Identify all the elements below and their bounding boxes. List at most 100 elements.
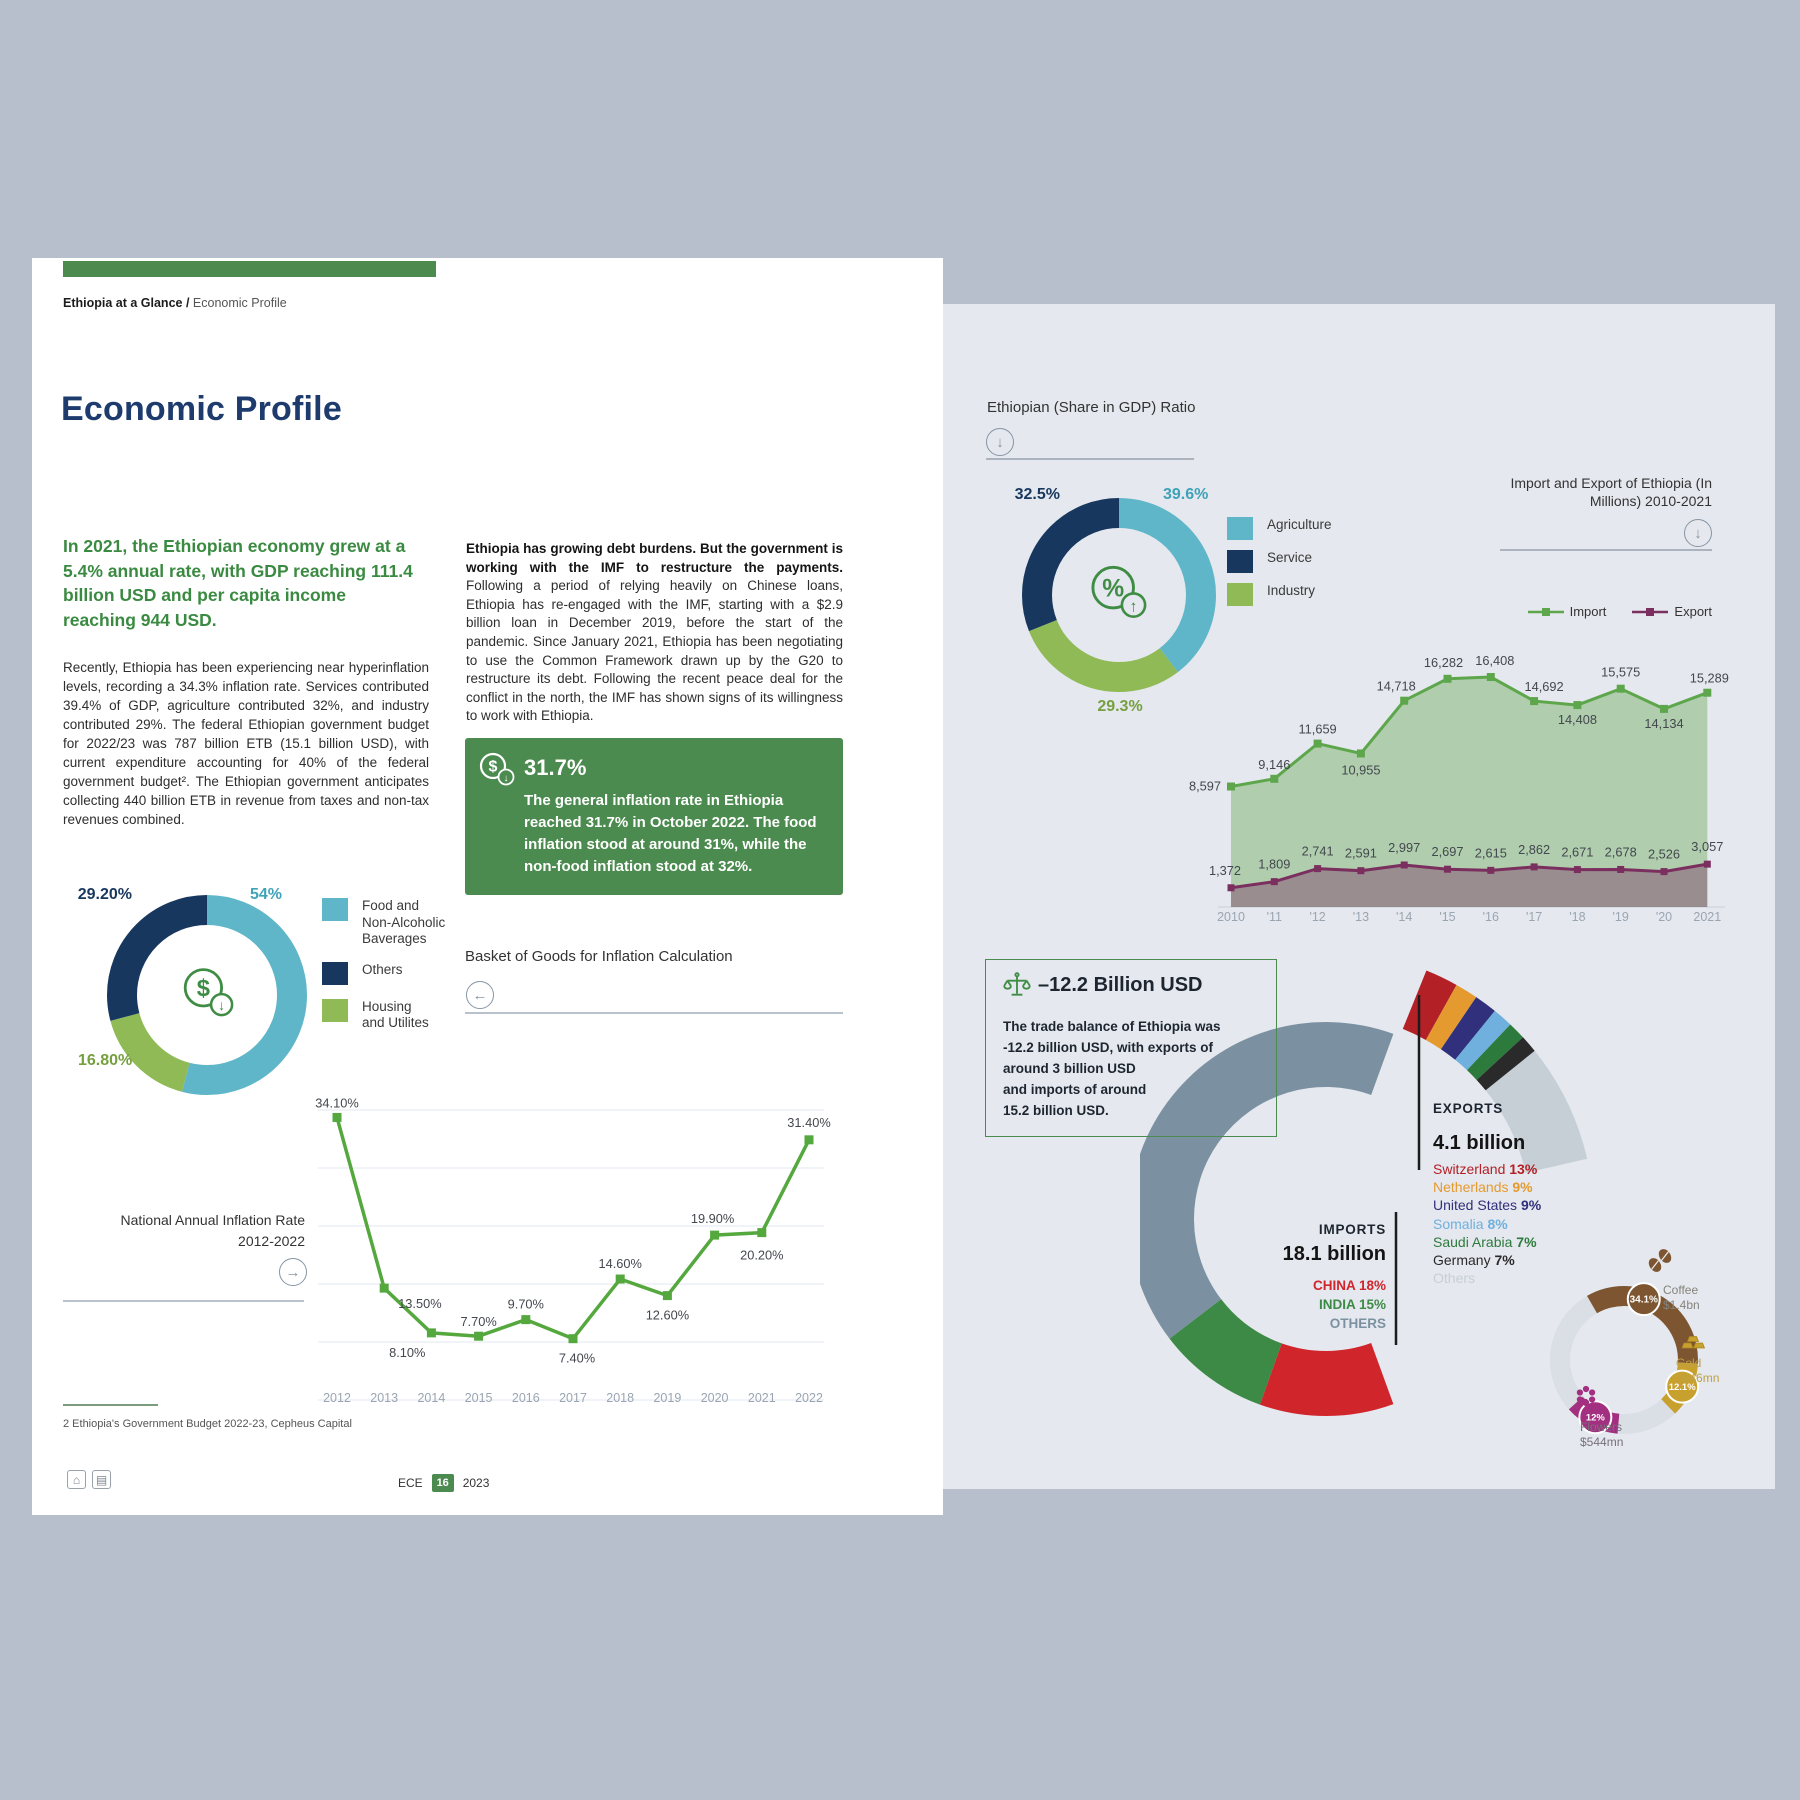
- country-share: 7%: [1490, 1252, 1515, 1269]
- data-point: [521, 1315, 531, 1325]
- value-label: 14,718: [1377, 679, 1416, 694]
- chart-shape: [1169, 1299, 1282, 1405]
- chart-shape: [1425, 984, 1477, 1050]
- country-share: 9%: [1517, 1197, 1542, 1214]
- dollar-decrease-icon: $ ↓: [479, 752, 515, 786]
- axis-tick-label: 2015: [465, 1391, 493, 1405]
- legend-swatch: [1227, 550, 1253, 573]
- document-icon[interactable]: ▤: [92, 1470, 111, 1489]
- legend-label-export: Export: [1674, 604, 1712, 619]
- country-share: 9%: [1508, 1179, 1533, 1196]
- legend-label: Service: [1267, 550, 1313, 565]
- data-point: [662, 1291, 672, 1301]
- inflation-chart-title: National Annual Inflation Rate 2012-2022: [95, 1210, 305, 1252]
- chart-shape: [1259, 1343, 1394, 1416]
- legend-item: Industry: [1227, 583, 1332, 606]
- value-label: 10,955: [1341, 762, 1380, 777]
- data-point: [1573, 701, 1582, 710]
- value-label: 1,809: [1258, 857, 1290, 872]
- chart-shape: [1231, 677, 1708, 907]
- exports-heading: EXPORTS: [1433, 1101, 1504, 1116]
- value-label: 9.70%: [508, 1297, 544, 1312]
- import-export-title-line2: Millions) 2010-2021: [1589, 493, 1712, 509]
- gdp-legend: Agriculture Service Industry: [1227, 517, 1332, 606]
- flowers-name: Flowers: [1580, 1420, 1623, 1434]
- debt-paragraph: Ethiopia has growing debt burdens. But t…: [466, 540, 843, 726]
- axis-tick-label: 2010: [1217, 910, 1245, 924]
- home-icon[interactable]: ⌂: [67, 1470, 86, 1489]
- country-name: Germany: [1433, 1252, 1491, 1269]
- arrow-left-icon: ←: [466, 981, 494, 1009]
- imports-block: IMPORTS 18.1 billion CHINA 18% INDIA 15% O…: [1186, 1222, 1386, 1333]
- svg-text:↓: ↓: [218, 997, 225, 1013]
- arrow-right-icon: →: [279, 1258, 307, 1286]
- value-label: 9,146: [1258, 757, 1290, 772]
- svg-text:↑: ↑: [1130, 599, 1138, 616]
- value-label: 8.10%: [389, 1345, 425, 1360]
- imports-heading: IMPORTS: [1318, 1222, 1386, 1237]
- data-point: [710, 1230, 720, 1240]
- value-label: 14,134: [1644, 716, 1683, 731]
- imports-row: CHINA 18%: [1312, 1278, 1386, 1293]
- import-export-title-line1: Import and Export of Ethiopia (In: [1510, 475, 1712, 491]
- breadcrumb-page: Economic Profile: [192, 296, 287, 310]
- legend-label: Food and Non-Alcoholic Baverages: [362, 898, 446, 946]
- basket-rule: [465, 1012, 843, 1014]
- chart-shape: [1230, 675, 1708, 788]
- axis-tick-label: 2017: [559, 1391, 587, 1405]
- donut-slice: [1022, 498, 1216, 692]
- inflation-callout-box: [465, 738, 843, 895]
- axis-tick-label: 2012: [323, 1391, 351, 1405]
- page-footer: ECE 16 2023: [398, 1474, 489, 1492]
- legend-label: Housing and Utilites: [362, 998, 429, 1031]
- country-share: 13%: [1505, 1161, 1538, 1177]
- axis-tick-label: 2021: [748, 1391, 776, 1405]
- footer-year: 2023: [462, 1476, 490, 1490]
- data-point: [474, 1331, 484, 1341]
- gdp-chart-title: Ethiopian (Share in GDP) Ratio: [987, 399, 1196, 416]
- axis-tick-label: 2022: [795, 1391, 823, 1405]
- coffee-amount: $1.4bn: [1663, 1298, 1700, 1312]
- country-name: Somalia: [1433, 1215, 1484, 1232]
- data-point: [426, 1328, 436, 1338]
- export-line-marker-icon: [1632, 607, 1669, 616]
- exports-breakdown-list: Switzerland 13% Netherlands 9% United Stat…: [1433, 1160, 1663, 1287]
- value-label: 2,997: [1388, 840, 1420, 855]
- data-point: [1400, 861, 1408, 869]
- page-number-badge: 16: [431, 1474, 454, 1492]
- axis-tick-label: '14: [1396, 910, 1412, 924]
- data-point: [1616, 684, 1625, 693]
- axis-tick-label: '17: [1526, 910, 1542, 924]
- gold-amount: $546mn: [1676, 1371, 1720, 1385]
- gdp-slice-label-agriculture: 39.6%: [1163, 486, 1209, 503]
- dollar-decrease-icon: $ ↓: [183, 968, 234, 1017]
- axis-tick-label: 2021: [1693, 910, 1721, 924]
- data-point: [1660, 704, 1668, 713]
- axis-tick-label: 2018: [606, 1391, 634, 1405]
- svg-text:$: $: [489, 759, 498, 776]
- legend-swatch: [322, 961, 348, 985]
- value-label: 2,671: [1561, 845, 1593, 860]
- chart-shape: [1140, 1022, 1394, 1339]
- axis-tick-label: 2019: [653, 1391, 681, 1405]
- country-name: Saudi Arabia: [1433, 1233, 1513, 1250]
- value-label: 14,408: [1558, 712, 1597, 727]
- legend-item: Others: [322, 961, 445, 985]
- data-point: [1530, 697, 1539, 706]
- footer-label: ECE: [398, 1476, 423, 1490]
- axis-tick-label: 2020: [701, 1391, 729, 1405]
- legend-swatch: [322, 898, 348, 921]
- data-point: [1486, 673, 1495, 682]
- axis-tick-label: 2016: [512, 1391, 540, 1405]
- data-point: [1400, 696, 1409, 705]
- data-point: [1444, 865, 1451, 873]
- value-label: 31.40%: [787, 1115, 830, 1130]
- inflation-callout-text: The general inflation rate in Ethiopia r…: [524, 792, 817, 875]
- pct-badge: [1665, 1369, 1700, 1404]
- exports-row: Others: [1433, 1269, 1663, 1287]
- legend-swatch: [1227, 583, 1253, 606]
- axis-tick-label: 2013: [370, 1391, 398, 1405]
- chart-shape: [1476, 1037, 1535, 1091]
- donut-slice: [1022, 498, 1216, 692]
